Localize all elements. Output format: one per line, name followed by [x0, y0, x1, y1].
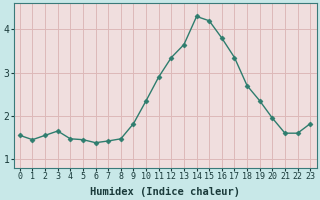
- X-axis label: Humidex (Indice chaleur): Humidex (Indice chaleur): [90, 186, 240, 197]
